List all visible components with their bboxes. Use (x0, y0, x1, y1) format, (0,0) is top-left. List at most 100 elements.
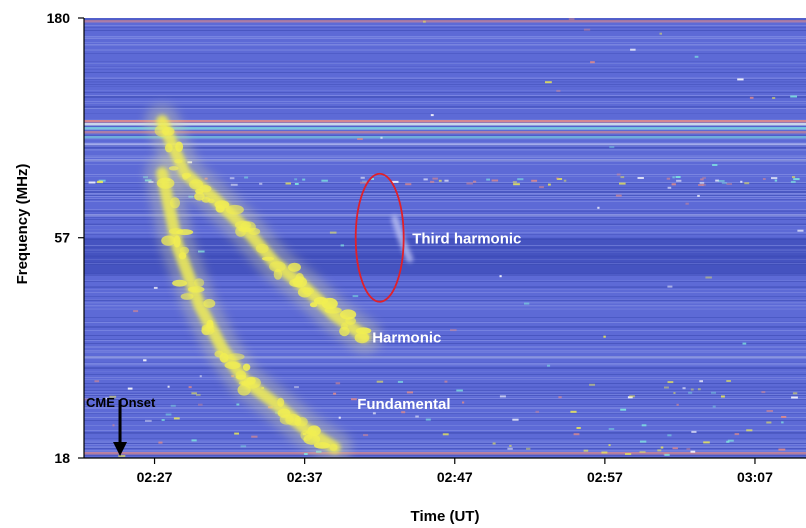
stripe (84, 210, 806, 211)
speckle (473, 180, 477, 183)
stripe (84, 176, 806, 177)
burst-blob (174, 159, 183, 164)
speckle (629, 395, 635, 398)
burst-third-harmonic (391, 215, 414, 263)
stripe (84, 38, 806, 39)
speckle (285, 182, 291, 185)
speckle (790, 180, 796, 183)
stripe (84, 191, 806, 192)
speckle (555, 177, 559, 180)
speckle (641, 424, 647, 427)
burst-blob (292, 276, 307, 288)
speckle (450, 329, 457, 332)
burst-harmonic (145, 104, 382, 354)
speckle (88, 181, 96, 184)
speckle (109, 395, 117, 398)
speckle (576, 427, 581, 429)
stripe (84, 425, 806, 426)
speckle (691, 430, 697, 433)
speckle (466, 182, 473, 185)
burst-blob (199, 185, 212, 193)
stripe (84, 273, 806, 274)
speckle (391, 180, 399, 183)
stripe (84, 25, 806, 26)
stripe (84, 142, 806, 143)
stripe (84, 364, 806, 365)
speckle (772, 97, 776, 99)
stripe (84, 309, 806, 310)
stripe (84, 289, 806, 290)
speckle (558, 396, 562, 399)
stripe (84, 107, 806, 108)
speckle (766, 421, 772, 424)
speckle (512, 418, 519, 421)
stripe (84, 182, 806, 183)
speckle (639, 451, 646, 453)
speckle (229, 177, 235, 180)
stripe (84, 135, 806, 136)
speckle (432, 177, 438, 180)
stripe (84, 448, 806, 449)
speckle (703, 441, 710, 444)
stripe (84, 63, 806, 64)
speckle (589, 383, 595, 386)
speckle (685, 202, 689, 205)
stripe (84, 430, 806, 431)
burst-blob (255, 243, 269, 254)
speckle (512, 181, 517, 183)
speckle (690, 450, 696, 453)
stripe (84, 194, 806, 195)
speckle (792, 392, 798, 395)
speckle (726, 183, 732, 185)
burst-blob (172, 279, 188, 287)
speckle (191, 392, 197, 395)
stripe (84, 245, 806, 246)
speckle (405, 183, 412, 186)
stripe (84, 224, 806, 225)
stripe (84, 139, 806, 140)
burst-blob (162, 127, 175, 136)
stripe (84, 326, 806, 327)
burst-blob (355, 327, 372, 335)
stripe (84, 305, 806, 306)
speckle (712, 405, 716, 408)
speckle (734, 433, 740, 436)
stripe (84, 406, 806, 407)
annotation-third-harmonic: Third harmonic (412, 231, 521, 248)
stripe (84, 444, 806, 445)
burst-blob (169, 197, 181, 209)
stripe (84, 229, 806, 230)
speckle (726, 380, 731, 382)
speckle (234, 432, 239, 435)
speckle (547, 364, 551, 367)
speckle (173, 417, 180, 420)
stripe (84, 393, 806, 394)
speckle (761, 391, 766, 394)
stripe (84, 281, 806, 282)
speckle (442, 433, 449, 436)
speckle (694, 55, 699, 58)
speckle (664, 453, 670, 456)
stripe (84, 374, 806, 375)
burst-blob (176, 229, 194, 236)
speckle (699, 181, 705, 184)
speckle (294, 183, 299, 185)
speckle (294, 386, 299, 389)
speckle (640, 440, 647, 443)
speckle (372, 412, 376, 415)
noise-speckles (84, 18, 804, 457)
stripe (84, 37, 806, 38)
stripe (84, 350, 806, 351)
burst-blob (238, 227, 252, 232)
speckle (792, 176, 796, 179)
stripe (84, 399, 806, 400)
speckle (444, 179, 449, 182)
speckle (499, 395, 506, 398)
radio-bursts (145, 104, 414, 458)
speckle (715, 179, 719, 182)
stripe (84, 296, 806, 297)
speckle (781, 421, 784, 424)
speckle (762, 178, 766, 180)
speckle (619, 182, 626, 185)
